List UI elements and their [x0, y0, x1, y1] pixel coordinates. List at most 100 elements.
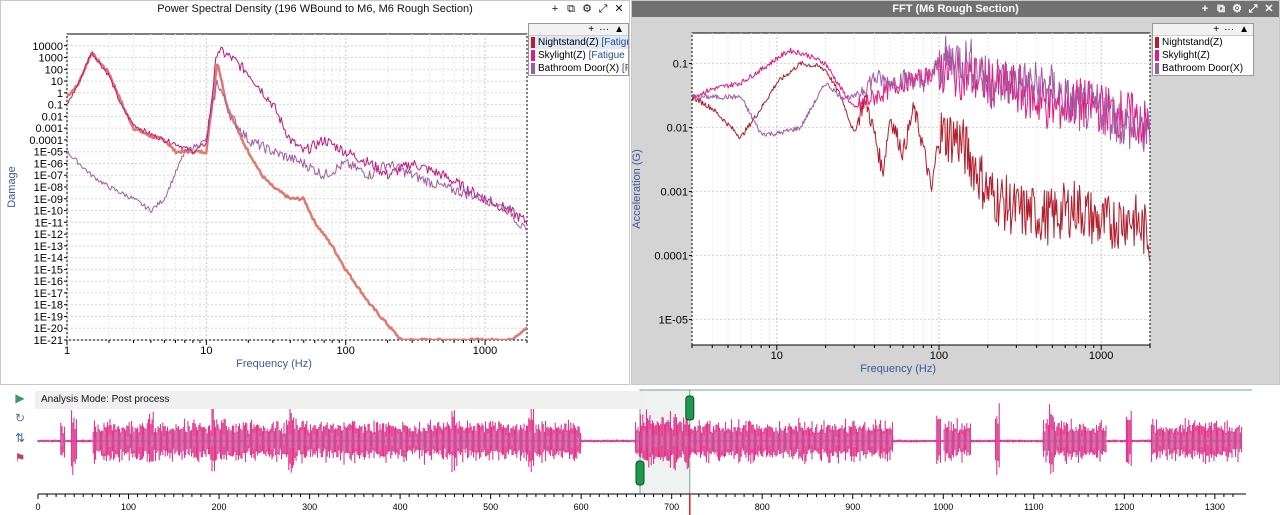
psd-legend-item-bathroom-door[interactable]: Bathroom Door(X) [F: [529, 62, 628, 75]
legend-swatch: [531, 50, 535, 61]
legend-file: [Fatigue D: [588, 50, 628, 61]
y-tick-label: 1E-13: [34, 241, 63, 253]
x-axis-title: Frequency (Hz): [860, 363, 936, 375]
gear-icon[interactable]: ⚙: [1232, 3, 1242, 15]
y-tick-label: 100: [45, 64, 63, 76]
y-tick-label: 1E-08: [34, 182, 63, 194]
timeline-tick-label: 100: [121, 502, 136, 512]
fft-legend-item-bathroom-door[interactable]: Bathroom Door(X): [1153, 62, 1253, 75]
timeline-tick-label: 1200: [1114, 502, 1134, 512]
y-tick-label: 1E-16: [34, 276, 63, 288]
selection-start-handle[interactable]: [635, 460, 645, 486]
psd-legend-item-nightstand[interactable]: Nightstand(Z) [Fatigu: [529, 36, 628, 49]
expand-icon[interactable]: ⤢: [1248, 3, 1258, 15]
y-tick-label: 1E-19: [34, 311, 63, 323]
copy-icon[interactable]: ⧉: [1217, 3, 1225, 15]
gear-icon[interactable]: ⚙: [582, 3, 592, 15]
y-tick-label: 1E-12: [34, 229, 63, 241]
fft-legend-item-nightstand[interactable]: Nightstand(Z): [1153, 36, 1253, 49]
add-icon[interactable]: +: [1201, 3, 1209, 15]
timeline-tick-label: 1100: [1024, 502, 1043, 512]
legend-collapse-icon[interactable]: ▲: [1239, 24, 1249, 35]
y-tick-label: 10000: [32, 41, 63, 53]
timeline-tick-label: 500: [483, 502, 498, 512]
fft-legend: + ··· ▲ Nightstand(Z) Skylight(Z) Bathro…: [1152, 23, 1254, 76]
y-tick-label: 1E-21: [34, 335, 63, 347]
psd-title: Power Spectral Density (196 WBound to M6…: [157, 3, 473, 15]
legend-swatch: [1155, 50, 1159, 61]
y-tick-label: 1E-18: [34, 300, 63, 312]
x-tick-label: 1000: [1089, 350, 1113, 362]
y-axis-title: Damage: [6, 166, 18, 208]
timeline-tick-label: 800: [755, 502, 770, 512]
timeline-tick-label: 1300: [1205, 502, 1225, 512]
timeline-toolbar: ▶ ↻ ⇅ ⚑: [10, 390, 30, 466]
timeline-tick-label: 0: [35, 502, 40, 512]
timeline-tick-label: 900: [845, 502, 860, 512]
x-tick-label: 1: [64, 345, 70, 357]
legend-label: Nightstand(Z): [1162, 37, 1223, 48]
copy-icon[interactable]: ⧉: [567, 3, 575, 15]
psd-legend: + ··· ▲ Nightstand(Z) [Fatigu Skylight(Z…: [528, 23, 629, 76]
x-tick-label: 100: [930, 350, 948, 362]
y-tick-label: 1E-11: [34, 217, 63, 229]
y-tick-label: 1: [57, 88, 63, 100]
analysis-mode-label: Analysis Mode: Post process: [35, 391, 645, 409]
filter-icon[interactable]: ⚑: [14, 451, 26, 465]
series-line-1[interactable]: [67, 52, 527, 340]
y-axis-title: Acceleration (G): [632, 149, 643, 228]
y-tick-label: 1E-15: [34, 264, 63, 276]
legend-add-icon[interactable]: +: [1213, 24, 1220, 35]
legend-more-icon[interactable]: ···: [1224, 24, 1235, 35]
x-tick-label: 10: [771, 350, 783, 362]
refresh-icon[interactable]: ↻: [14, 411, 26, 425]
expand-icon[interactable]: ⤢: [598, 3, 608, 15]
legend-label: Bathroom Door(X): [1162, 63, 1244, 74]
sync-icon[interactable]: ⇅: [14, 431, 26, 445]
fft-window-controls: + ⧉ ⚙ ⤢ ✕: [1199, 1, 1275, 17]
legend-label: Nightstand(Z): [538, 37, 599, 48]
timeline-tick-label: 400: [393, 502, 408, 512]
y-tick-label: 1E-09: [34, 194, 63, 206]
fft-legend-item-skylight[interactable]: Skylight(Z): [1153, 49, 1253, 62]
selection-end-handle[interactable]: [685, 395, 695, 421]
legend-label: Bathroom Door(X): [538, 63, 620, 74]
fft-title: FFT (M6 Rough Section): [892, 3, 1019, 15]
timeline-tick-label: 700: [664, 502, 679, 512]
legend-label: Skylight(Z): [1162, 50, 1210, 61]
play-icon[interactable]: ▶: [15, 391, 25, 405]
y-tick-label: 0.001: [35, 123, 63, 135]
add-icon[interactable]: +: [551, 3, 559, 15]
y-tick-label: 10: [51, 76, 63, 88]
close-icon[interactable]: ✕: [1264, 3, 1274, 15]
y-tick-label: 1E-06: [34, 158, 63, 170]
fft-chart[interactable]: 0.1 0.01 0.001 0.0001 1E-05 10 100 1000 Frequenc…: [632, 17, 1279, 384]
y-tick-label: 1E-20: [34, 323, 63, 335]
y-tick-label: 1E-07: [34, 170, 63, 182]
legend-swatch: [1155, 63, 1159, 74]
legend-file: [Fatigu: [601, 37, 628, 48]
y-tick-label: 1E-10: [34, 206, 63, 218]
timeline-waveform[interactable]: 0 100 200 300 400 500 600 700 800 900 1000 1100 1200…: [0, 386, 1280, 515]
legend-collapse-icon[interactable]: ▲: [614, 24, 624, 35]
psd-legend-item-skylight[interactable]: Skylight(Z) [Fatigue D: [529, 49, 628, 62]
psd-panel: Power Spectral Density (196 WBound to M6…: [0, 0, 630, 385]
series-line-2[interactable]: [67, 46, 527, 226]
y-tick-label: 0.0001: [29, 135, 63, 147]
y-tick-label: 1E-05: [34, 147, 63, 159]
series-line-3[interactable]: [67, 79, 527, 231]
timeline-tick-label: 300: [302, 502, 317, 512]
legend-more-icon[interactable]: ···: [599, 24, 610, 35]
close-icon[interactable]: ✕: [614, 3, 624, 15]
legend-add-icon[interactable]: +: [588, 24, 595, 35]
x-axis-title: Frequency (Hz): [236, 358, 312, 370]
psd-titlebar: Power Spectral Density (196 WBound to M6…: [1, 1, 629, 17]
y-tick-label: 1E-14: [34, 253, 63, 265]
x-tick-label: 100: [337, 345, 355, 357]
legend-file: [F: [621, 63, 628, 74]
psd-chart[interactable]: 1000010001001010.10.010.0010.00011E-051E…: [1, 17, 629, 384]
series-line-3[interactable]: [692, 35, 1150, 152]
timeline-tick-label: 600: [574, 502, 589, 512]
series-line-1[interactable]: [692, 60, 1150, 262]
